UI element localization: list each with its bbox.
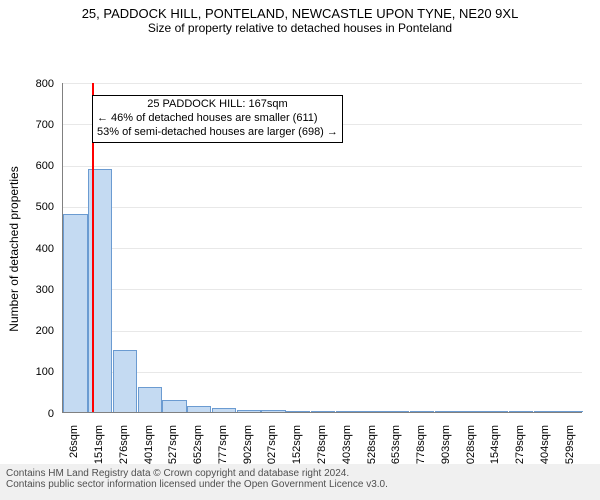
bar bbox=[138, 387, 162, 412]
chart-area: Number of detached properties Distributi… bbox=[0, 35, 600, 493]
gridline bbox=[63, 166, 582, 167]
bar bbox=[237, 410, 261, 412]
bar bbox=[336, 411, 360, 412]
chart-title-line2: Size of property relative to detached ho… bbox=[0, 21, 600, 35]
gridline bbox=[63, 207, 582, 208]
bar bbox=[187, 406, 211, 412]
bar bbox=[410, 411, 434, 412]
y-tick-label: 300 bbox=[0, 284, 54, 296]
bar bbox=[509, 411, 533, 412]
bar bbox=[360, 411, 384, 412]
y-tick-label: 400 bbox=[0, 243, 54, 255]
bar bbox=[63, 214, 87, 412]
bar bbox=[212, 408, 236, 412]
bar bbox=[311, 411, 335, 412]
bar bbox=[286, 411, 310, 412]
bar bbox=[534, 411, 558, 412]
y-tick-label: 700 bbox=[0, 119, 54, 131]
footer-line-2: Contains public sector information licen… bbox=[6, 479, 594, 490]
annotation-line: 53% of semi-detached houses are larger (… bbox=[97, 126, 338, 140]
bar bbox=[385, 411, 409, 412]
footer-line-1: Contains HM Land Registry data © Crown c… bbox=[6, 468, 594, 479]
gridline bbox=[63, 289, 582, 290]
y-tick-label: 100 bbox=[0, 366, 54, 378]
annotation-line: 25 PADDOCK HILL: 167sqm bbox=[97, 98, 338, 112]
annotation-box: 25 PADDOCK HILL: 167sqm← 46% of detached… bbox=[92, 95, 343, 142]
gridline bbox=[63, 83, 582, 84]
bar bbox=[113, 350, 137, 412]
gridline bbox=[63, 248, 582, 249]
bar bbox=[484, 411, 508, 412]
footer-attribution: Contains HM Land Registry data © Crown c… bbox=[0, 464, 600, 500]
bar bbox=[459, 411, 483, 412]
y-tick-label: 800 bbox=[0, 78, 54, 90]
gridline bbox=[63, 372, 582, 373]
chart-title-line1: 25, PADDOCK HILL, PONTELAND, NEWCASTLE U… bbox=[0, 0, 600, 21]
y-tick-label: 200 bbox=[0, 325, 54, 337]
gridline bbox=[63, 331, 582, 332]
y-tick-label: 500 bbox=[0, 201, 54, 213]
bar bbox=[162, 400, 186, 412]
y-tick-label: 600 bbox=[0, 160, 54, 172]
y-tick-label: 0 bbox=[0, 408, 54, 420]
bar bbox=[261, 410, 285, 412]
bar bbox=[435, 411, 459, 412]
annotation-line: ← 46% of detached houses are smaller (61… bbox=[97, 112, 338, 126]
bar bbox=[558, 411, 582, 412]
